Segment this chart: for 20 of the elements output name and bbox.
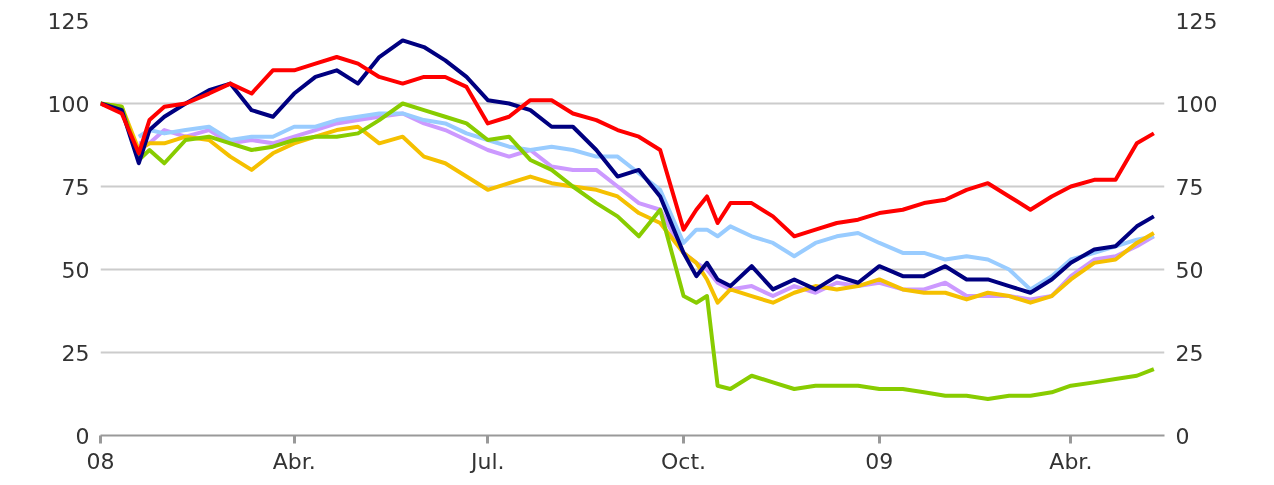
y2-tick-label: 25 bbox=[1175, 340, 1204, 366]
y2-tick-label: 50 bbox=[1175, 257, 1204, 283]
x-tick-label: Abr. bbox=[272, 448, 316, 474]
line-series bbox=[100, 38, 1156, 295]
y-tick-label: 100 bbox=[47, 91, 90, 117]
x-tick-label: Abr. bbox=[1049, 448, 1093, 474]
y2-tick-label: 100 bbox=[1175, 91, 1218, 117]
y2-tick-label: 0 bbox=[1175, 423, 1190, 449]
x-tick-label: 08 bbox=[86, 448, 115, 474]
y2-tick-label: 75 bbox=[1175, 174, 1204, 200]
line-series bbox=[100, 55, 1156, 239]
y-tick-label: 50 bbox=[61, 257, 90, 283]
x-tick-label: Oct. bbox=[661, 448, 707, 474]
x-tick-label: Jul. bbox=[469, 448, 505, 474]
y-tick-label: 0 bbox=[75, 423, 90, 449]
y-tick-label: 25 bbox=[61, 340, 90, 366]
y-tick-label: 125 bbox=[47, 8, 90, 34]
x-tick-label: 09 bbox=[865, 448, 894, 474]
y-tick-label: 75 bbox=[61, 174, 90, 200]
y2-tick-label: 125 bbox=[1175, 8, 1218, 34]
